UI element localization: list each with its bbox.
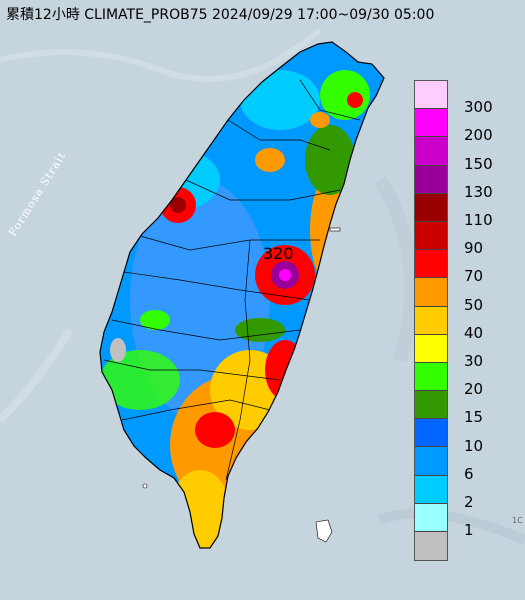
legend-swatch: [415, 193, 447, 222]
legend-tick-label: 300: [464, 98, 493, 117]
legend-swatch: [415, 362, 447, 392]
legend-tick-label: 200: [464, 126, 493, 145]
legend-swatch: [415, 334, 447, 363]
legend-swatch: [415, 81, 447, 110]
legend-tick-label: 15: [464, 408, 484, 427]
legend-swatch: [415, 447, 447, 476]
legend-swatch: [415, 278, 447, 307]
legend-tick-label: 20: [464, 380, 484, 399]
outlying-islands: [142, 227, 341, 543]
legend-tick-label: 2: [464, 493, 474, 511]
legend-swatch: [415, 306, 447, 335]
max-rainfall-label: 320: [263, 244, 294, 263]
legend-swatch: [415, 503, 447, 532]
legend-tick-label: 110: [464, 211, 493, 229]
rainfall-legend: [414, 80, 448, 562]
legend-tick-label: 130: [464, 182, 493, 201]
legend-swatch: [415, 221, 447, 251]
legend-swatch: [415, 137, 447, 166]
legend-tick-label: 150: [464, 154, 493, 173]
legend-tick-label: 40: [464, 323, 484, 342]
legend-tick-label: 1: [464, 521, 474, 540]
legend-tick-label: 50: [464, 295, 484, 314]
legend-tick-label: 30: [464, 352, 484, 370]
island-outline: [99, 41, 385, 549]
legend-swatch: [415, 475, 447, 504]
edge-mark: 1C: [512, 516, 523, 525]
legend-swatch: [415, 419, 447, 448]
legend-swatch: [415, 250, 447, 279]
map-title: 累積12小時 CLIMATE_PROB75 2024/09/29 17:00~0…: [6, 7, 435, 23]
legend-swatch: [415, 391, 447, 420]
legend-tick-label: 70: [464, 267, 484, 286]
legend-tick-label: 6: [464, 464, 474, 483]
legend-tick-label: 90: [464, 239, 484, 258]
legend-swatch: [415, 532, 447, 561]
legend-swatch: [415, 109, 447, 138]
county-boundaries: [103, 79, 361, 481]
legend-tick-label: 10: [464, 436, 484, 455]
legend-swatch: [415, 165, 447, 194]
